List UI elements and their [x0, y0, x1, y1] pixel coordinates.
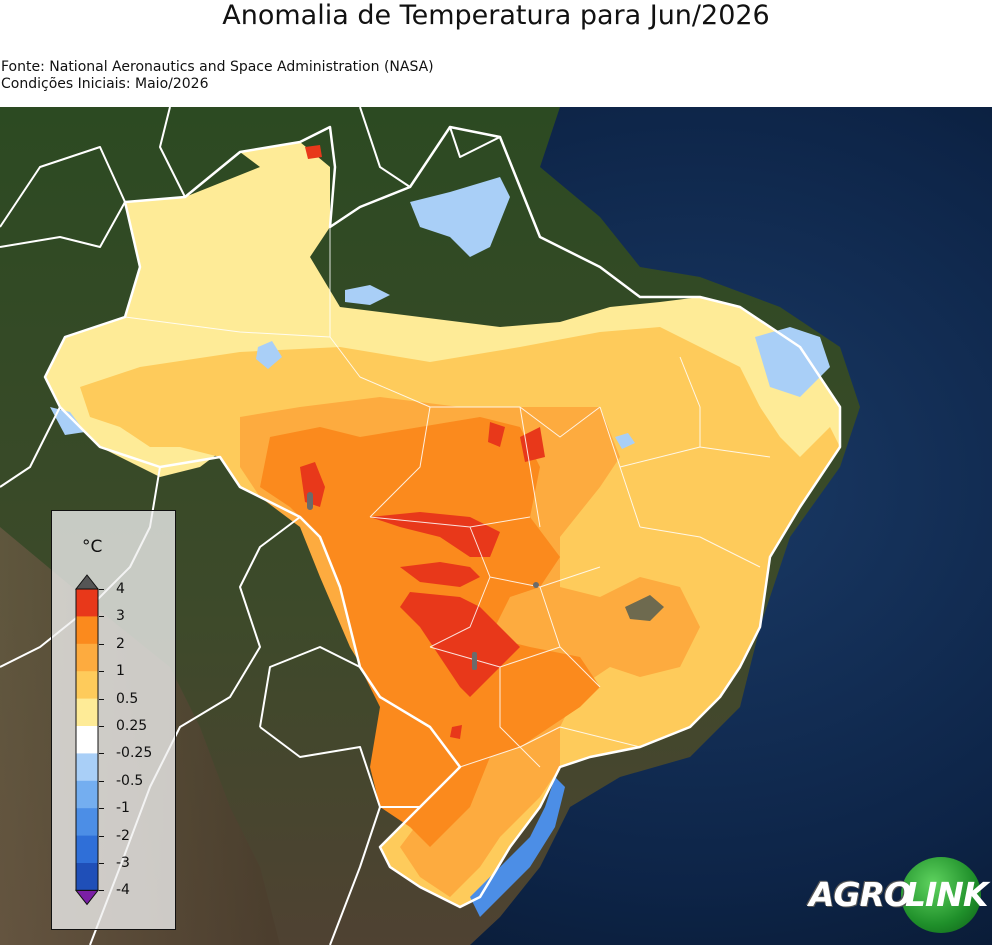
anomaly-zone-red-8 — [450, 725, 462, 739]
anomaly-zone-blue-south — [470, 777, 565, 917]
map-spots — [307, 492, 664, 670]
initial-conditions-text: Condições Iniciais: Maio/2026 — [1, 76, 209, 92]
colorbar-bin-0 — [76, 589, 98, 617]
anomaly-zone-red-4 — [300, 462, 325, 507]
colorbar-bin-4 — [76, 698, 98, 727]
colorbar-legend: °C 4 3 2 1 0.5 0.25 -0.25 -0.5 -1 -2 -3 -4 — [51, 510, 176, 930]
colorbar-tick-mark — [99, 808, 104, 810]
colorbar-tick-label: 0.25 — [116, 718, 148, 734]
colorbar-tick-label: -4 — [116, 882, 130, 899]
anomaly-zone-light-blue-3 — [345, 285, 390, 305]
colorbar-tick-label: 3 — [116, 608, 125, 625]
colorbar-tick-mark — [99, 835, 104, 837]
state-borders — [124, 227, 771, 768]
anomaly-zone-light-blue-5 — [50, 407, 85, 435]
colorbar-bin-6 — [76, 753, 98, 782]
colorbar-tick-label: 1 — [116, 663, 125, 680]
logo-circle — [901, 857, 981, 933]
colorbar-bin-9 — [76, 835, 98, 864]
anomaly-field — [45, 142, 840, 917]
agrolink-logo: AGRO LINK — [805, 855, 988, 935]
colorbar-tick-label: 2 — [116, 635, 125, 652]
colorbar — [74, 574, 100, 906]
anomaly-zone-red-5 — [488, 422, 505, 447]
colorbar-tick-mark — [99, 726, 104, 727]
anomaly-zone-red-1 — [400, 592, 520, 697]
colorbar-bin-7 — [76, 780, 98, 809]
anomaly-zone-light-blue-1 — [410, 177, 510, 257]
colorbar-bin-8 — [76, 808, 98, 837]
logo-text-agro: AGRO — [809, 875, 912, 914]
anomaly-zone-light-blue-2 — [755, 327, 830, 397]
colorbar-bin-1 — [76, 616, 98, 645]
colorbar-bin-5 — [76, 726, 98, 754]
colorbar-bin-3 — [76, 671, 98, 700]
colorbar-tick-label: -2 — [116, 827, 130, 844]
colorbar-bin-10 — [76, 863, 98, 891]
colorbar-tick-mark — [99, 616, 104, 618]
colorbar-tick-label: -0.5 — [116, 772, 144, 789]
colorbar-tick-mark — [99, 863, 104, 864]
colorbar-tick-label: 0.5 — [116, 690, 139, 707]
colorbar-tick-mark — [99, 589, 104, 590]
source-text: Fonte: National Aeronautics and Space Ad… — [1, 59, 434, 75]
colorbar-outline — [75, 588, 99, 891]
colorbar-tick-mark — [99, 643, 104, 645]
logo-text-link: LINK — [905, 875, 988, 914]
spot-3 — [533, 582, 539, 588]
anomaly-zone-red-2 — [370, 512, 500, 557]
colorbar-bin-2 — [76, 643, 98, 672]
colorbar-tick-mark — [99, 780, 104, 782]
colorbar-tick-mark — [99, 753, 104, 755]
legend-unit: °C — [82, 537, 103, 557]
anomaly-zone-light-blue-4 — [256, 341, 282, 369]
colorbar-tick-mark — [99, 671, 104, 673]
colorbar-tick-label: 4 — [116, 581, 125, 597]
spot-1 — [307, 492, 313, 510]
colorbar-extend-top — [74, 574, 100, 590]
colorbar-tick-mark — [99, 890, 104, 892]
spot-4 — [625, 595, 664, 621]
anomaly-zone-red-6 — [520, 427, 545, 462]
map-title: Anomalia de Temperatura para Jun/2026 — [222, 0, 770, 31]
anomaly-zone-red-7 — [305, 145, 322, 159]
colorbar-tick-label: -0.25 — [116, 745, 153, 762]
colorbar-tick-label: -1 — [116, 800, 130, 817]
spot-2 — [472, 652, 477, 670]
anomaly-zone-red-3 — [400, 562, 480, 587]
colorbar-tick-label: -3 — [116, 855, 130, 871]
anomaly-zone-light-blue-6 — [615, 433, 635, 449]
colorbar-tick-mark — [99, 698, 104, 700]
colorbar-extend-bottom — [74, 889, 100, 906]
